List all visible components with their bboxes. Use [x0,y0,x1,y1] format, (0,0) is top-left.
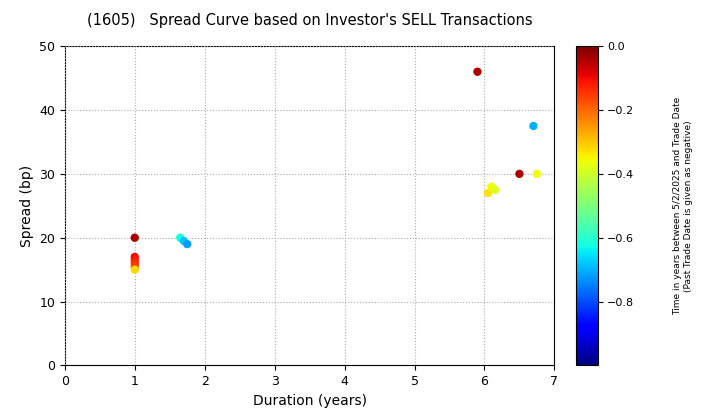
Point [513,171,525,177]
Point [174,234,186,241]
Point [181,241,193,247]
Point [129,263,140,270]
Text: Time in years between 5/2/2025 and Trade Date
(Past Trade Date is given as negat: Time in years between 5/2/2025 and Trade… [673,97,693,315]
Text: (1605)   Spread Curve based on Investor's SELL Transactions: (1605) Spread Curve based on Investor's … [87,13,532,28]
Point [472,68,483,75]
Y-axis label: Spread (bp): Spread (bp) [19,165,34,247]
Point [489,186,500,193]
Point [129,266,140,273]
Point [129,257,140,263]
X-axis label: Duration (years): Duration (years) [253,394,366,408]
Point [129,254,140,260]
Point [129,260,140,267]
Point [531,171,543,177]
Point [482,190,494,197]
Point [129,234,140,241]
Point [178,238,189,244]
Point [486,183,498,190]
Point [528,123,539,129]
